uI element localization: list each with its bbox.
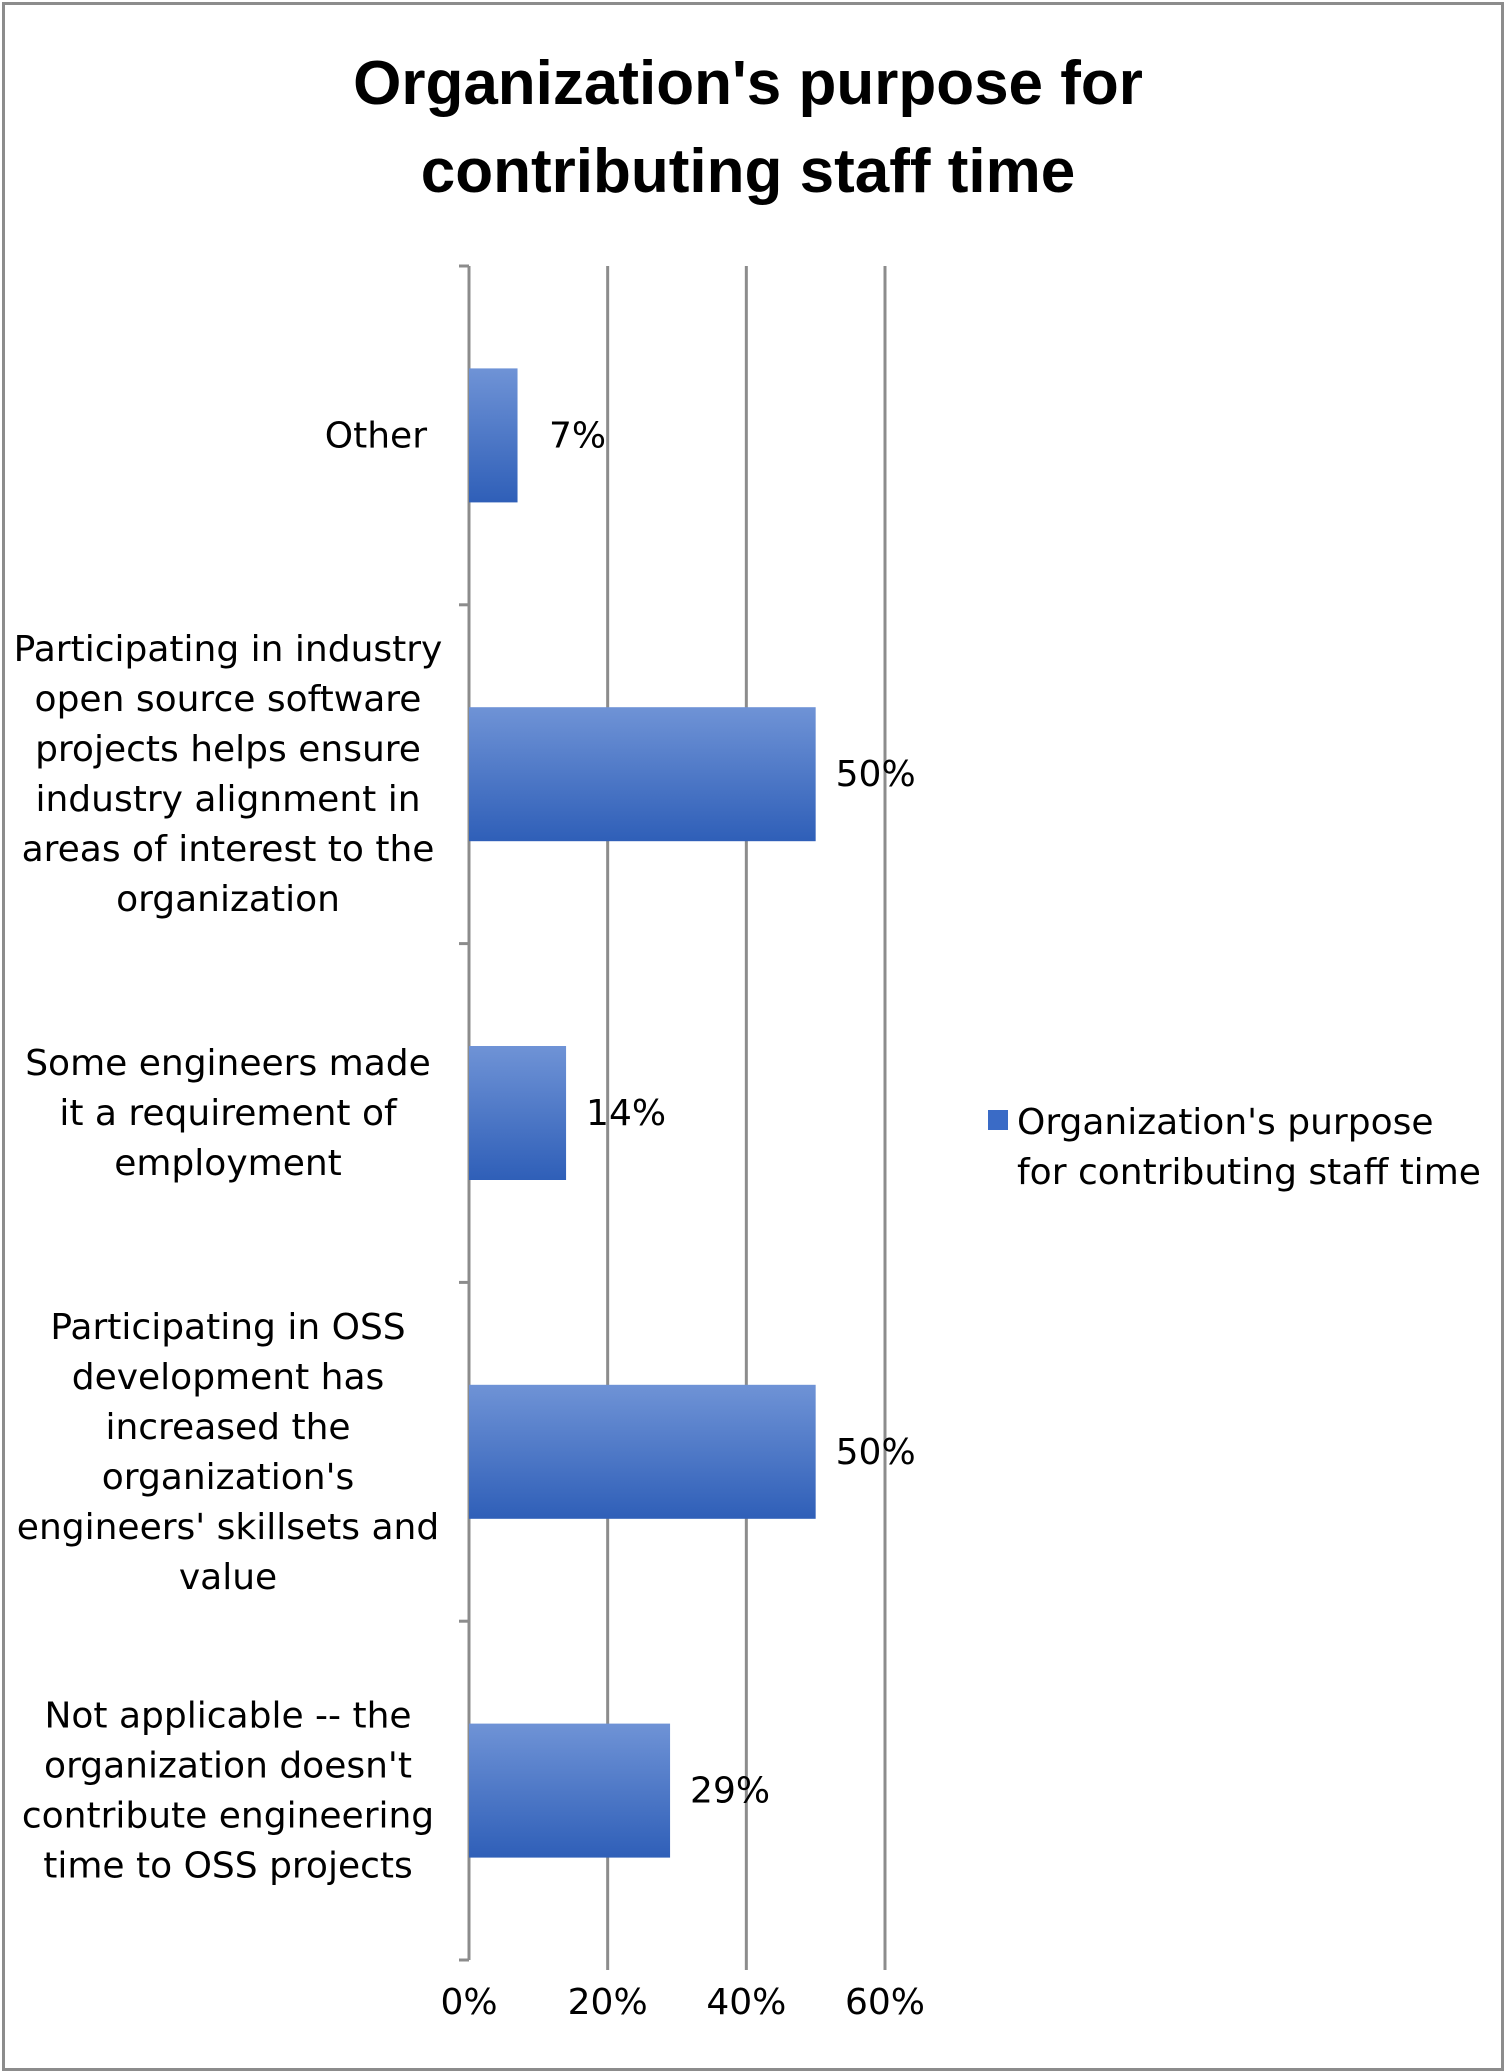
data-label: 50% <box>836 754 916 795</box>
bar <box>469 1384 816 1519</box>
bar <box>469 1046 567 1180</box>
bar <box>469 368 518 503</box>
category-label: it a requirement of <box>59 1093 398 1134</box>
category-label: Participating in industry <box>14 629 443 670</box>
bar <box>469 1723 671 1858</box>
category-label: value <box>179 1557 277 1598</box>
category-label: engineers' skillsets and <box>17 1507 439 1548</box>
category-labels: Other Participating in industry open sourc… <box>14 415 443 1886</box>
category-label: projects helps ensure <box>35 729 421 770</box>
legend-label: for contributing staff time <box>1017 1152 1481 1193</box>
x-tick-label: 20% <box>568 1982 648 2023</box>
category-label: organization's <box>102 1457 355 1498</box>
category-label: organization doesn't <box>44 1746 412 1787</box>
category-label: industry alignment in <box>35 779 420 820</box>
category-label: contribute engineering <box>22 1796 434 1837</box>
legend: Organization's purpose for contributing s… <box>988 1102 1481 1193</box>
data-label: 7% <box>549 415 606 456</box>
category-label: Not applicable -- the <box>44 1696 411 1737</box>
data-label: 14% <box>586 1093 666 1134</box>
category-label: organization <box>116 879 340 920</box>
category-label: development has <box>72 1357 385 1398</box>
legend-swatch <box>988 1110 1008 1130</box>
category-label: open source software <box>35 679 422 720</box>
value-axis-ticks: 0% 20% 40% 60% <box>440 1982 925 2023</box>
category-label: Participating in OSS <box>50 1307 405 1348</box>
category-label: time to OSS projects <box>43 1846 413 1887</box>
gridlines <box>606 266 887 1970</box>
category-label: Other <box>325 415 427 456</box>
category-label: employment <box>114 1143 342 1184</box>
value-labels: 7% 50% 14% 50% 29% <box>549 415 916 1811</box>
category-label: increased the <box>105 1407 350 1448</box>
category-label: Some engineers made <box>25 1043 431 1084</box>
x-tick-label: 0% <box>440 1982 497 2023</box>
chart-title-line-2: contributing staff time <box>421 137 1075 206</box>
chart-title-line-1: Organization's purpose for <box>353 49 1143 118</box>
category-axis <box>459 264 471 1962</box>
x-tick-label: 60% <box>845 1982 925 2023</box>
data-label: 29% <box>690 1771 770 1812</box>
legend-label: Organization's purpose <box>1017 1102 1434 1143</box>
bars <box>469 368 816 1858</box>
category-label: areas of interest to the <box>22 829 435 870</box>
x-tick-label: 40% <box>706 1982 786 2023</box>
bar <box>469 707 816 842</box>
data-label: 50% <box>836 1432 916 1473</box>
